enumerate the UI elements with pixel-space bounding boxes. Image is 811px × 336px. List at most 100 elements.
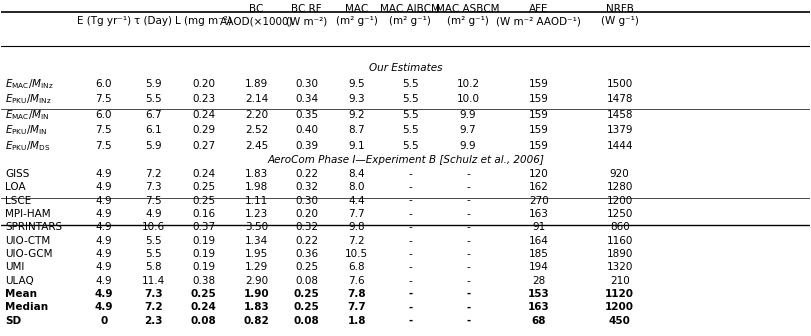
Text: 120: 120 — [529, 169, 549, 179]
Text: LOA: LOA — [6, 182, 26, 192]
Text: 1444: 1444 — [607, 141, 633, 151]
Text: 5.5: 5.5 — [145, 249, 161, 259]
Text: BC RF
(W m⁻²): BC RF (W m⁻²) — [285, 4, 327, 26]
Text: $E_\mathrm{MAC}/M_\mathrm{INz}$: $E_\mathrm{MAC}/M_\mathrm{INz}$ — [6, 77, 54, 91]
Text: 1280: 1280 — [607, 182, 633, 192]
Text: 7.3: 7.3 — [145, 182, 161, 192]
Text: SPRINTARS: SPRINTARS — [6, 222, 62, 232]
Text: 5.5: 5.5 — [402, 94, 418, 104]
Text: 1478: 1478 — [607, 94, 633, 104]
Text: 0.22: 0.22 — [295, 169, 318, 179]
Text: 7.5: 7.5 — [96, 125, 112, 135]
Text: 28: 28 — [532, 276, 546, 286]
Text: 0.27: 0.27 — [192, 141, 216, 151]
Text: 4.9: 4.9 — [96, 262, 112, 272]
Text: 7.5: 7.5 — [96, 141, 112, 151]
Text: UMI: UMI — [6, 262, 25, 272]
Text: 159: 159 — [529, 79, 549, 89]
Text: 0.39: 0.39 — [295, 141, 318, 151]
Text: 1.98: 1.98 — [245, 182, 268, 192]
Text: 920: 920 — [610, 169, 629, 179]
Text: BC
AAOD(×1000): BC AAOD(×1000) — [220, 4, 293, 26]
Text: 1320: 1320 — [607, 262, 633, 272]
Text: 0.30: 0.30 — [295, 196, 318, 206]
Text: -: - — [409, 169, 412, 179]
Text: 0.29: 0.29 — [192, 125, 216, 135]
Text: MPI-HAM: MPI-HAM — [6, 209, 51, 219]
Text: 6.1: 6.1 — [145, 125, 161, 135]
Text: 11.4: 11.4 — [142, 276, 165, 286]
Text: 0.35: 0.35 — [295, 110, 318, 120]
Text: 10.0: 10.0 — [457, 94, 479, 104]
Text: 7.6: 7.6 — [348, 276, 365, 286]
Text: -: - — [466, 182, 470, 192]
Text: 0.19: 0.19 — [192, 236, 216, 246]
Text: 0.82: 0.82 — [243, 316, 269, 326]
Text: E (Tg yr⁻¹): E (Tg yr⁻¹) — [76, 16, 131, 26]
Text: 1200: 1200 — [607, 196, 633, 206]
Text: 0.38: 0.38 — [192, 276, 216, 286]
Text: -: - — [408, 302, 413, 312]
Text: -: - — [409, 182, 412, 192]
Text: 0.25: 0.25 — [295, 262, 318, 272]
Text: MAC ASBCM
(m² g⁻¹): MAC ASBCM (m² g⁻¹) — [436, 4, 500, 26]
Text: $E_\mathrm{MAC}/M_\mathrm{IN}$: $E_\mathrm{MAC}/M_\mathrm{IN}$ — [6, 108, 50, 122]
Text: AFE
(W m⁻² AAOD⁻¹): AFE (W m⁻² AAOD⁻¹) — [496, 4, 581, 26]
Text: 4.9: 4.9 — [94, 289, 113, 299]
Text: 162: 162 — [529, 182, 549, 192]
Text: 2.45: 2.45 — [245, 141, 268, 151]
Text: 0.24: 0.24 — [191, 302, 217, 312]
Text: 2.90: 2.90 — [245, 276, 268, 286]
Text: 8.7: 8.7 — [348, 125, 365, 135]
Text: 5.5: 5.5 — [402, 125, 418, 135]
Text: 10.6: 10.6 — [142, 222, 165, 232]
Text: 185: 185 — [529, 249, 549, 259]
Text: 7.5: 7.5 — [145, 196, 161, 206]
Text: 7.3: 7.3 — [144, 289, 163, 299]
Text: 6.8: 6.8 — [348, 262, 365, 272]
Text: 2.52: 2.52 — [245, 125, 268, 135]
Text: 0.08: 0.08 — [295, 276, 318, 286]
Text: 0.22: 0.22 — [295, 236, 318, 246]
Text: 159: 159 — [529, 110, 549, 120]
Text: 0.40: 0.40 — [295, 125, 318, 135]
Text: 153: 153 — [528, 289, 550, 299]
Text: -: - — [409, 249, 412, 259]
Text: 7.2: 7.2 — [144, 302, 163, 312]
Text: 9.8: 9.8 — [348, 222, 365, 232]
Text: 4.9: 4.9 — [96, 222, 112, 232]
Text: 0.16: 0.16 — [192, 209, 216, 219]
Text: 210: 210 — [610, 276, 629, 286]
Text: 1.89: 1.89 — [245, 79, 268, 89]
Text: 0.24: 0.24 — [192, 169, 216, 179]
Text: 164: 164 — [529, 236, 549, 246]
Text: 1.83: 1.83 — [245, 169, 268, 179]
Text: 1160: 1160 — [607, 236, 633, 246]
Text: 1120: 1120 — [605, 289, 634, 299]
Text: 4.9: 4.9 — [96, 169, 112, 179]
Text: 1.11: 1.11 — [245, 196, 268, 206]
Text: 5.8: 5.8 — [145, 262, 161, 272]
Text: 1250: 1250 — [607, 209, 633, 219]
Text: 9.3: 9.3 — [348, 94, 365, 104]
Text: 163: 163 — [529, 209, 549, 219]
Text: 1500: 1500 — [607, 79, 633, 89]
Text: 0.19: 0.19 — [192, 249, 216, 259]
Text: 4.9: 4.9 — [94, 302, 113, 312]
Text: 4.9: 4.9 — [96, 236, 112, 246]
Text: 5.9: 5.9 — [145, 79, 161, 89]
Text: 159: 159 — [529, 94, 549, 104]
Text: 7.7: 7.7 — [347, 302, 366, 312]
Text: $E_\mathrm{PKU}/M_\mathrm{INz}$: $E_\mathrm{PKU}/M_\mathrm{INz}$ — [6, 92, 52, 106]
Text: -: - — [466, 209, 470, 219]
Text: 0.30: 0.30 — [295, 79, 318, 89]
Text: 1890: 1890 — [607, 249, 633, 259]
Text: 0.25: 0.25 — [192, 196, 216, 206]
Text: 0.25: 0.25 — [294, 302, 320, 312]
Text: 4.9: 4.9 — [96, 196, 112, 206]
Text: 6.0: 6.0 — [96, 79, 112, 89]
Text: 0.32: 0.32 — [295, 182, 318, 192]
Text: 5.5: 5.5 — [402, 79, 418, 89]
Text: 1.83: 1.83 — [243, 302, 269, 312]
Text: 5.5: 5.5 — [402, 110, 418, 120]
